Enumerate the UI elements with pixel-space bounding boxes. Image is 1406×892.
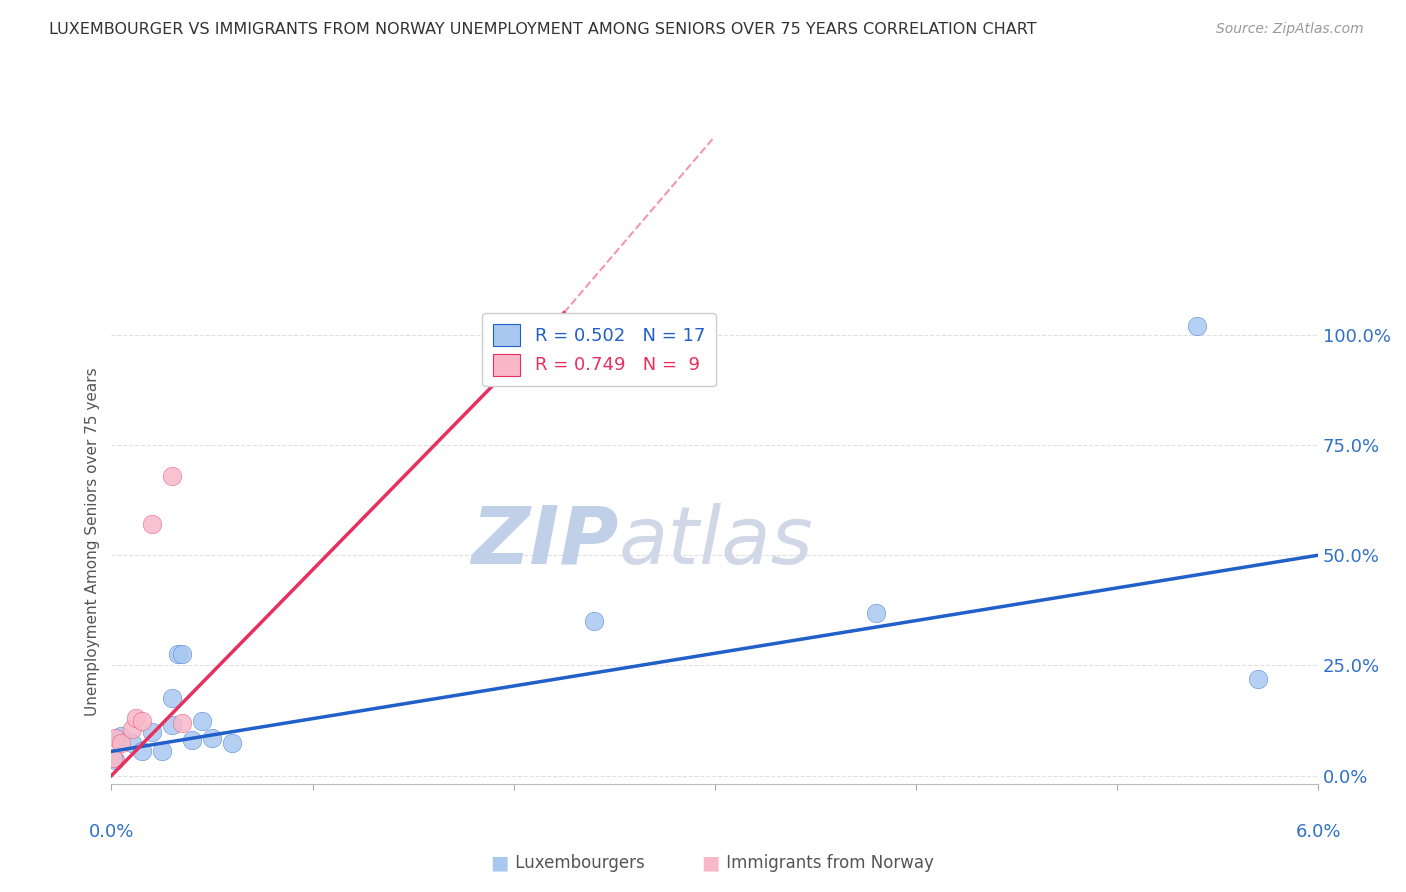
Point (124, 711, 146, 725)
Text: ■: ■ (700, 854, 720, 872)
Point (170, 648, 193, 662)
Legend: R = 0.502   N = 17, R = 0.749   N =  9: R = 0.502 N = 17, R = 0.749 N = 9 (482, 313, 716, 386)
Point (166, 648, 188, 662)
Point (104, 753, 127, 767)
Point (103, 751, 125, 765)
Point (1247, 672, 1270, 686)
Text: 0.0%: 0.0% (89, 823, 134, 841)
Point (170, 715, 193, 730)
Text: LUXEMBOURGER VS IMMIGRANTS FROM NORWAY UNEMPLOYMENT AMONG SENIORS OVER 75 YEARS : LUXEMBOURGER VS IMMIGRANTS FROM NORWAY U… (49, 22, 1036, 37)
Text: atlas: atlas (619, 503, 813, 581)
Point (865, 606, 887, 620)
Point (131, 744, 153, 758)
Point (104, 731, 127, 746)
Point (201, 731, 224, 746)
Point (160, 691, 183, 706)
Point (180, 733, 202, 747)
Point (110, 735, 132, 749)
Point (121, 723, 143, 737)
Text: Luxembourgers: Luxembourgers (510, 855, 645, 872)
Text: 6.0%: 6.0% (1295, 823, 1341, 841)
Text: ■: ■ (489, 854, 509, 872)
Text: Immigrants from Norway: Immigrants from Norway (721, 855, 934, 872)
Point (1187, 318, 1209, 333)
Text: ZIP: ZIP (471, 503, 619, 581)
Point (131, 714, 153, 728)
Point (150, 744, 173, 758)
Point (110, 729, 132, 743)
Point (141, 724, 163, 739)
Point (160, 468, 183, 483)
Point (221, 735, 243, 749)
Point (121, 735, 143, 749)
Point (191, 714, 214, 728)
Y-axis label: Unemployment Among Seniors over 75 years: Unemployment Among Seniors over 75 years (86, 368, 100, 716)
Text: Source: ZipAtlas.com: Source: ZipAtlas.com (1216, 22, 1364, 37)
Point (160, 718, 183, 732)
Point (141, 517, 163, 532)
Point (583, 615, 606, 629)
